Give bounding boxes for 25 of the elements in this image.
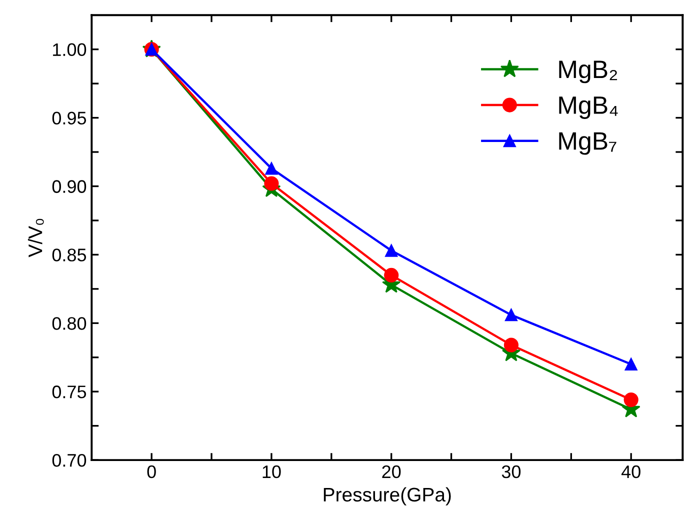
x-tick-label: 10: [262, 465, 281, 478]
point: [504, 308, 518, 322]
y-tick-label: 0.90: [52, 180, 86, 193]
legend-label: MgB₇: [559, 132, 616, 155]
y-tick-label: 0.70: [52, 454, 86, 467]
y-tick-label: 0.95: [52, 112, 86, 125]
x-axis-title: Pressure(GPa): [324, 487, 451, 506]
x-tick-label: 40: [621, 465, 640, 478]
y-tick-label: 1.00: [53, 43, 86, 56]
point: [384, 268, 399, 283]
y-tick-label: 0.75: [52, 386, 86, 398]
y-axis-title: V/V₀: [28, 218, 44, 258]
x-tick-label: 20: [382, 465, 401, 478]
point: [624, 392, 638, 408]
legend-label: MgB₄: [559, 96, 618, 119]
point: [504, 338, 519, 352]
y-tick-label: 0.80: [52, 317, 86, 330]
y-tick-label: 0.85: [52, 248, 86, 262]
point: [385, 244, 398, 257]
legend-label: MgB₂: [559, 60, 618, 84]
point: [264, 176, 279, 191]
x-tick-label: 30: [502, 465, 521, 478]
point: [265, 162, 278, 175]
point: [624, 358, 638, 370]
x-tick-label: 0: [147, 465, 156, 478]
